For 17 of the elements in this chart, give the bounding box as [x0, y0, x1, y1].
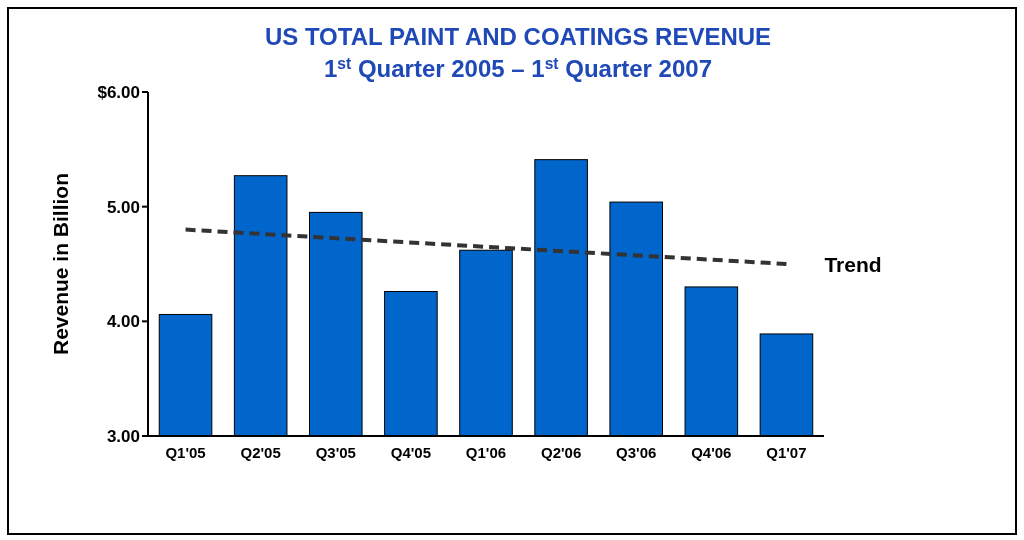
series-label: Trend [824, 253, 882, 276]
x-tick-label: Q1'05 [165, 444, 206, 461]
y-tick-label: $6.00 [97, 83, 140, 102]
x-tick-label: Q1'07 [766, 444, 807, 461]
x-tick-label: Q4'05 [390, 444, 432, 461]
x-tick-label: Q1'06 [465, 444, 507, 461]
x-tick-label: Q3'05 [315, 444, 356, 461]
x-tick-label: Q2'06 [540, 444, 582, 461]
chart-title: US TOTAL PAINT AND COATINGS REVENUE [264, 23, 772, 50]
y-tick-label: 5.00 [106, 197, 140, 217]
x-tick-label: Q4'06 [691, 444, 732, 461]
x-tick-label: Q3'06 [616, 444, 657, 461]
y-axis-title: Revenue in Billion [49, 172, 72, 356]
chart-subtitle: 1$^{st}$ Quarter 2005 – 1$^{st}$ Quarter 2007 [324, 54, 712, 82]
y-tick-label: 3.00 [106, 427, 140, 446]
x-tick-label: Q2'05 [240, 444, 281, 461]
y-tick-label: 4.00 [106, 312, 140, 332]
